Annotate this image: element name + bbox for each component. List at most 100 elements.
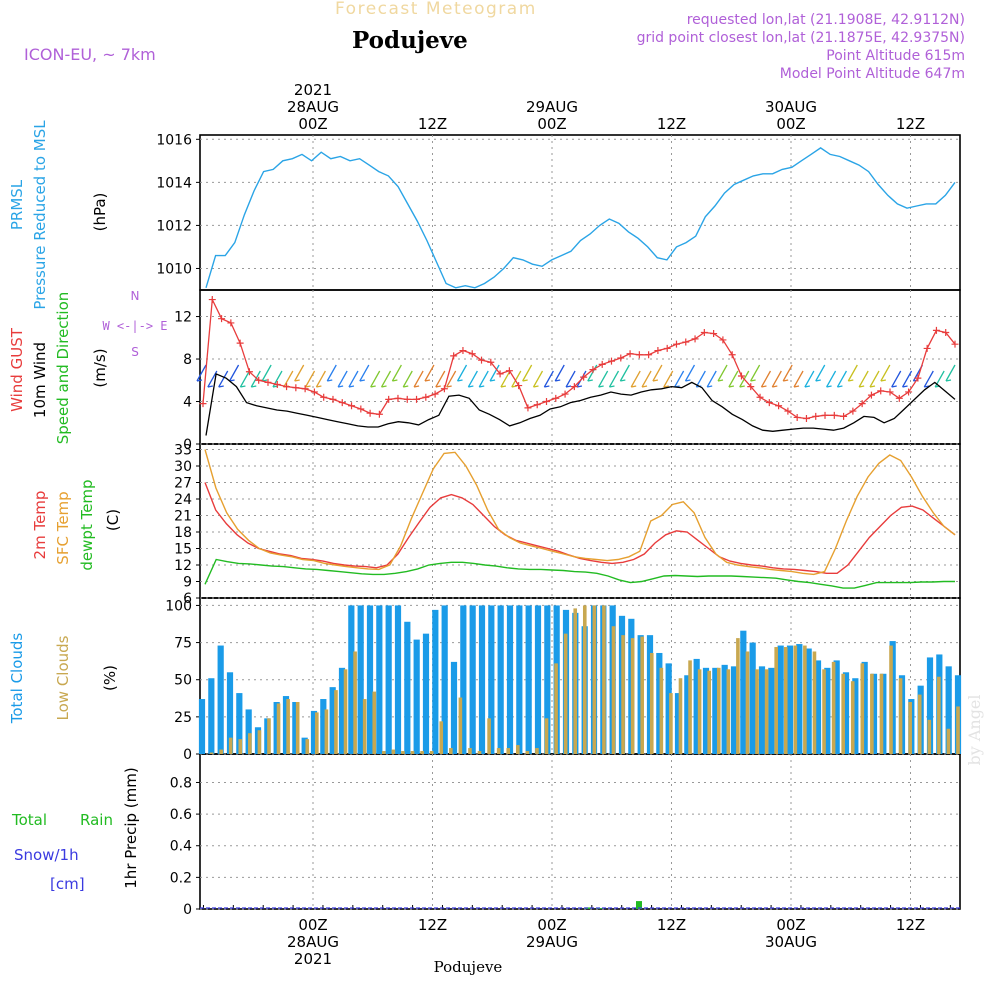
wind-gust-marker: [505, 367, 513, 375]
total-clouds-bar: [693, 658, 700, 754]
total-clouds-bar: [376, 605, 383, 754]
pressure-y-tick-label: 1012: [156, 218, 192, 234]
wind-direction-barb: [684, 364, 696, 382]
wind-gust-marker: [552, 394, 560, 402]
pressure-label-desc: Pressure Reduced to MSL: [31, 120, 49, 310]
wind-gust-marker: [264, 378, 272, 386]
wind-gust-marker: [635, 351, 643, 359]
wind-direction-barb-head: [316, 385, 322, 388]
wind-gust-marker: [496, 370, 504, 378]
top-time-label: 00Z: [776, 115, 805, 133]
total-clouds-bar: [413, 639, 420, 754]
low-clouds-bar: [688, 660, 692, 754]
wind-direction-barb: [532, 370, 544, 388]
wind-gust-marker: [431, 390, 439, 398]
wind-direction-barb-head: [457, 379, 463, 382]
wind-direction-barb: [706, 370, 717, 388]
wind-direction-barb-head: [435, 385, 441, 388]
wind-gust-marker: [812, 412, 820, 420]
top-time-label: 28AUG: [287, 98, 339, 116]
low-clouds-bar: [937, 676, 941, 754]
compass-south: S: [131, 345, 139, 359]
low-clouds-bar: [850, 681, 855, 754]
wind-10m-label: 10m Wind: [31, 342, 49, 418]
wind-direction-barb: [261, 364, 272, 382]
total-clouds-bar: [758, 666, 766, 754]
wind-direction-barb-head: [761, 385, 767, 388]
wind-direction-barb-head: [251, 385, 257, 388]
wind-direction-barb: [511, 370, 522, 388]
clouds-y-tick-label: 50: [174, 673, 192, 689]
clouds-y-tick-label: 100: [165, 598, 192, 614]
requested-coords: requested lon,lat (21.1908E, 42.9112N): [687, 12, 965, 28]
wind-direction-barb: [695, 370, 706, 388]
wind-gust-marker: [914, 374, 922, 382]
wind-direction-barb-head: [609, 385, 615, 388]
location-name: Podujeve: [352, 27, 468, 54]
wind-direction-barb-head: [848, 379, 854, 382]
chart-title: Forecast Meteogram: [335, 0, 537, 19]
wind-direction-barb-head: [739, 385, 745, 388]
wind-direction-barb-head: [750, 379, 756, 382]
wind-direction-barb-head: [565, 385, 572, 388]
total-clouds-bar: [208, 678, 215, 754]
low-clouds-bar: [793, 645, 798, 754]
wind-gust-marker: [310, 388, 318, 396]
low-clouds-bar: [573, 608, 578, 754]
total-clouds-bar: [273, 702, 280, 754]
wind-gust-marker: [886, 388, 894, 396]
precip-frame: [199, 753, 961, 910]
model-name: ICON-EU, ~ 7km: [24, 45, 156, 64]
low-clouds-bar: [755, 669, 759, 754]
low-clouds-bar: [391, 749, 396, 754]
low-clouds-bar: [544, 718, 549, 754]
top-time-label: 12Z: [418, 115, 447, 133]
total-clouds-bar: [702, 667, 710, 754]
wind-gust-marker: [301, 385, 309, 393]
wind-direction-barb: [923, 370, 934, 388]
wind-gust-marker: [236, 339, 244, 347]
low-clouds-bar: [889, 645, 893, 754]
wind-direction-barb-head: [880, 379, 886, 382]
wind-gust-marker: [440, 385, 448, 393]
wind-direction-barb-head: [500, 385, 507, 388]
low-clouds-bar: [334, 690, 338, 754]
rain-bar: [597, 908, 603, 909]
total-clouds-bar: [357, 605, 364, 754]
total-clouds-bar: [665, 663, 672, 754]
wind-y-tick-label: 4: [183, 395, 192, 411]
total-clouds-bar: [497, 605, 504, 754]
wind-y-tick-label: 8: [183, 352, 192, 368]
low-clouds-bar: [238, 739, 243, 754]
low-clouds-bar: [257, 730, 262, 754]
total-clouds-bar: [310, 710, 318, 754]
total-clouds-bar: [656, 652, 663, 754]
top-time-label: 12Z: [657, 115, 686, 133]
temp-y-tick-label: 12: [174, 558, 192, 574]
wind-direction-barb: [771, 370, 782, 388]
wind-gust-marker: [802, 415, 810, 423]
wind-direction-barb-head: [772, 385, 778, 388]
wind-direction-barb: [380, 370, 392, 388]
wind-direction-barb-head: [413, 385, 420, 388]
clouds-y-tick-label: 25: [174, 710, 192, 726]
low-clouds-bar: [372, 691, 377, 754]
compass-axis: W <-|-> E: [102, 319, 167, 333]
wind-direction-barb: [239, 370, 250, 388]
clouds-y-tick-label: 0: [183, 747, 192, 763]
temp-y-tick-label: 6: [183, 591, 192, 607]
wind-direction-barb-head: [403, 385, 409, 388]
low-clouds-bar: [477, 751, 482, 754]
low-clouds-bar: [822, 669, 826, 754]
wind-direction-barb: [413, 370, 424, 388]
total-clouds-bar: [245, 709, 252, 754]
wind-direction-barb-head: [652, 379, 659, 382]
low-clouds-bar: [831, 661, 836, 754]
wind-direction-barb-head: [468, 385, 474, 388]
total-clouds-bar: [721, 664, 728, 754]
wind-direction-barb: [456, 364, 468, 382]
low-clouds-bar: [420, 751, 424, 754]
low-clouds-bar: [956, 706, 960, 754]
wind-direction-barb: [446, 370, 457, 388]
low-clouds-bar: [410, 751, 415, 754]
